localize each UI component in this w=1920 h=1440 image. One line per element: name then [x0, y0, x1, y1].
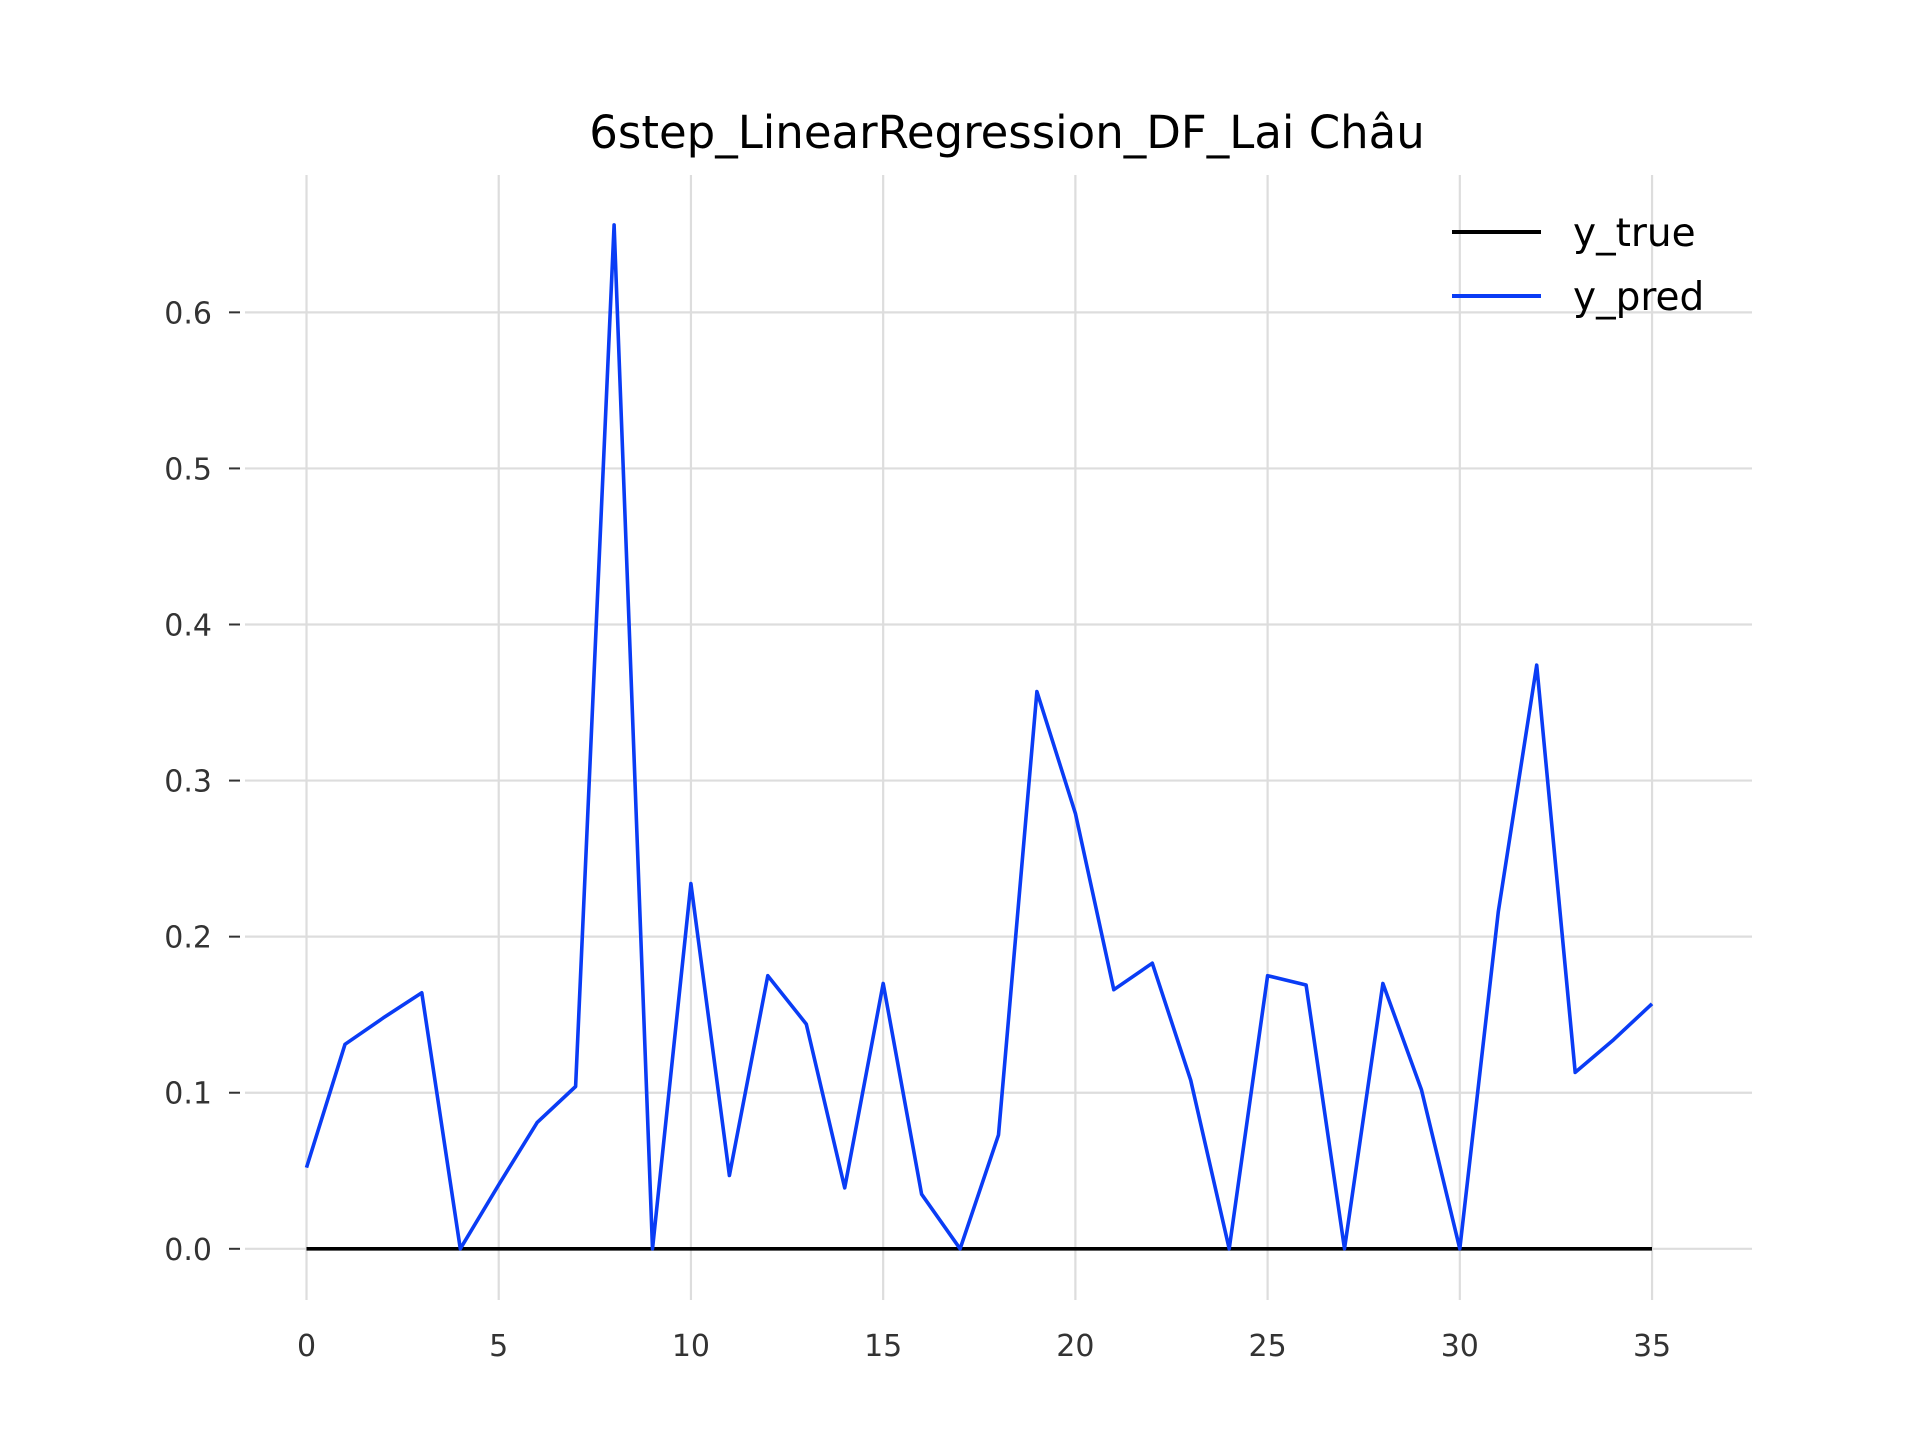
y-tick-label: 0.6	[164, 296, 212, 331]
x-tick-label: 20	[1056, 1329, 1094, 1364]
legend-label-y_pred: y_pred	[1573, 275, 1704, 320]
x-tick-label: 35	[1633, 1329, 1671, 1364]
x-tick-label: 10	[672, 1329, 710, 1364]
series-line-y_pred	[304, 223, 1654, 1251]
y-tick-label: 0.3	[164, 765, 212, 800]
legend: y_true y_pred	[1452, 211, 1704, 320]
x-tick-label: 0	[297, 1329, 316, 1364]
y-tick-label: 0.0	[164, 1233, 212, 1268]
x-tick-label: 25	[1249, 1329, 1287, 1364]
y-tick-label: 0.5	[164, 452, 212, 487]
series-lines	[304, 223, 1654, 1251]
x-tick-label: 30	[1441, 1329, 1479, 1364]
chart-title: 6step_LinearRegression_DF_Lai Châu	[589, 106, 1425, 159]
y-tick-label: 0.2	[164, 921, 212, 956]
grid-lines	[245, 175, 1752, 1300]
x-tick-label: 15	[864, 1329, 902, 1364]
x-axis: 0 5 10 15 20 25 30 35	[297, 1329, 1671, 1364]
y-axis: 0.0 0.1 0.2 0.3 0.4 0.5 0.6	[164, 296, 240, 1268]
y-tick-label: 0.1	[164, 1077, 212, 1112]
x-tick-label: 5	[489, 1329, 508, 1364]
legend-label-y_true: y_true	[1573, 211, 1696, 256]
y-tick-label: 0.4	[164, 609, 212, 644]
